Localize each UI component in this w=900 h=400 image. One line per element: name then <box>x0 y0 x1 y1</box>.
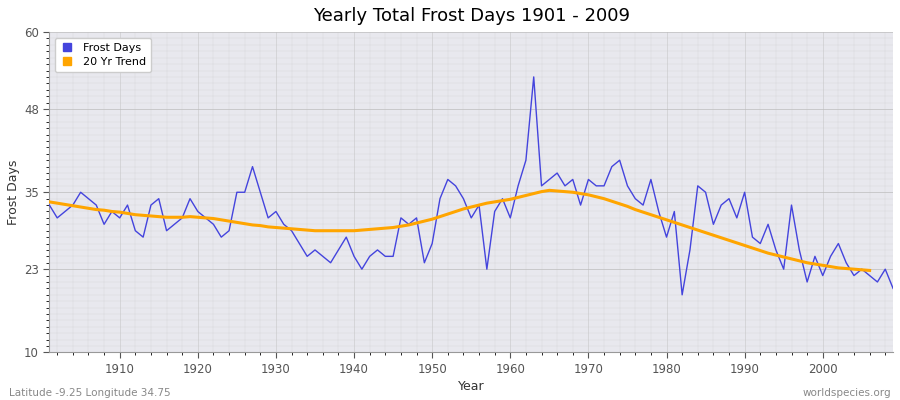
20 Yr Trend <box>864 268 875 273</box>
Frost Days <box>106 209 117 214</box>
Title: Yearly Total Frost Days 1901 - 2009: Yearly Total Frost Days 1901 - 2009 <box>312 7 630 25</box>
Y-axis label: Frost Days: Frost Days <box>7 160 20 225</box>
Text: Latitude -9.25 Longitude 34.75: Latitude -9.25 Longitude 34.75 <box>9 388 171 398</box>
Frost Days <box>44 203 55 208</box>
Text: worldspecies.org: worldspecies.org <box>803 388 891 398</box>
Frost Days <box>607 164 617 169</box>
X-axis label: Year: Year <box>458 380 484 393</box>
Legend: Frost Days, 20 Yr Trend: Frost Days, 20 Yr Trend <box>55 38 151 72</box>
Frost Days <box>677 292 688 297</box>
Frost Days <box>887 286 898 291</box>
Frost Days <box>497 196 508 201</box>
Frost Days <box>505 216 516 220</box>
20 Yr Trend <box>544 188 554 193</box>
Frost Days <box>325 260 336 265</box>
Frost Days <box>528 74 539 79</box>
Frost Days <box>278 222 289 227</box>
20 Yr Trend <box>583 192 594 197</box>
Line: Frost Days: Frost Days <box>50 77 893 295</box>
20 Yr Trend <box>68 203 78 208</box>
20 Yr Trend <box>762 251 773 256</box>
20 Yr Trend <box>520 193 531 198</box>
20 Yr Trend <box>528 191 539 196</box>
20 Yr Trend <box>614 201 625 206</box>
20 Yr Trend <box>44 200 55 204</box>
Line: 20 Yr Trend: 20 Yr Trend <box>50 190 869 270</box>
